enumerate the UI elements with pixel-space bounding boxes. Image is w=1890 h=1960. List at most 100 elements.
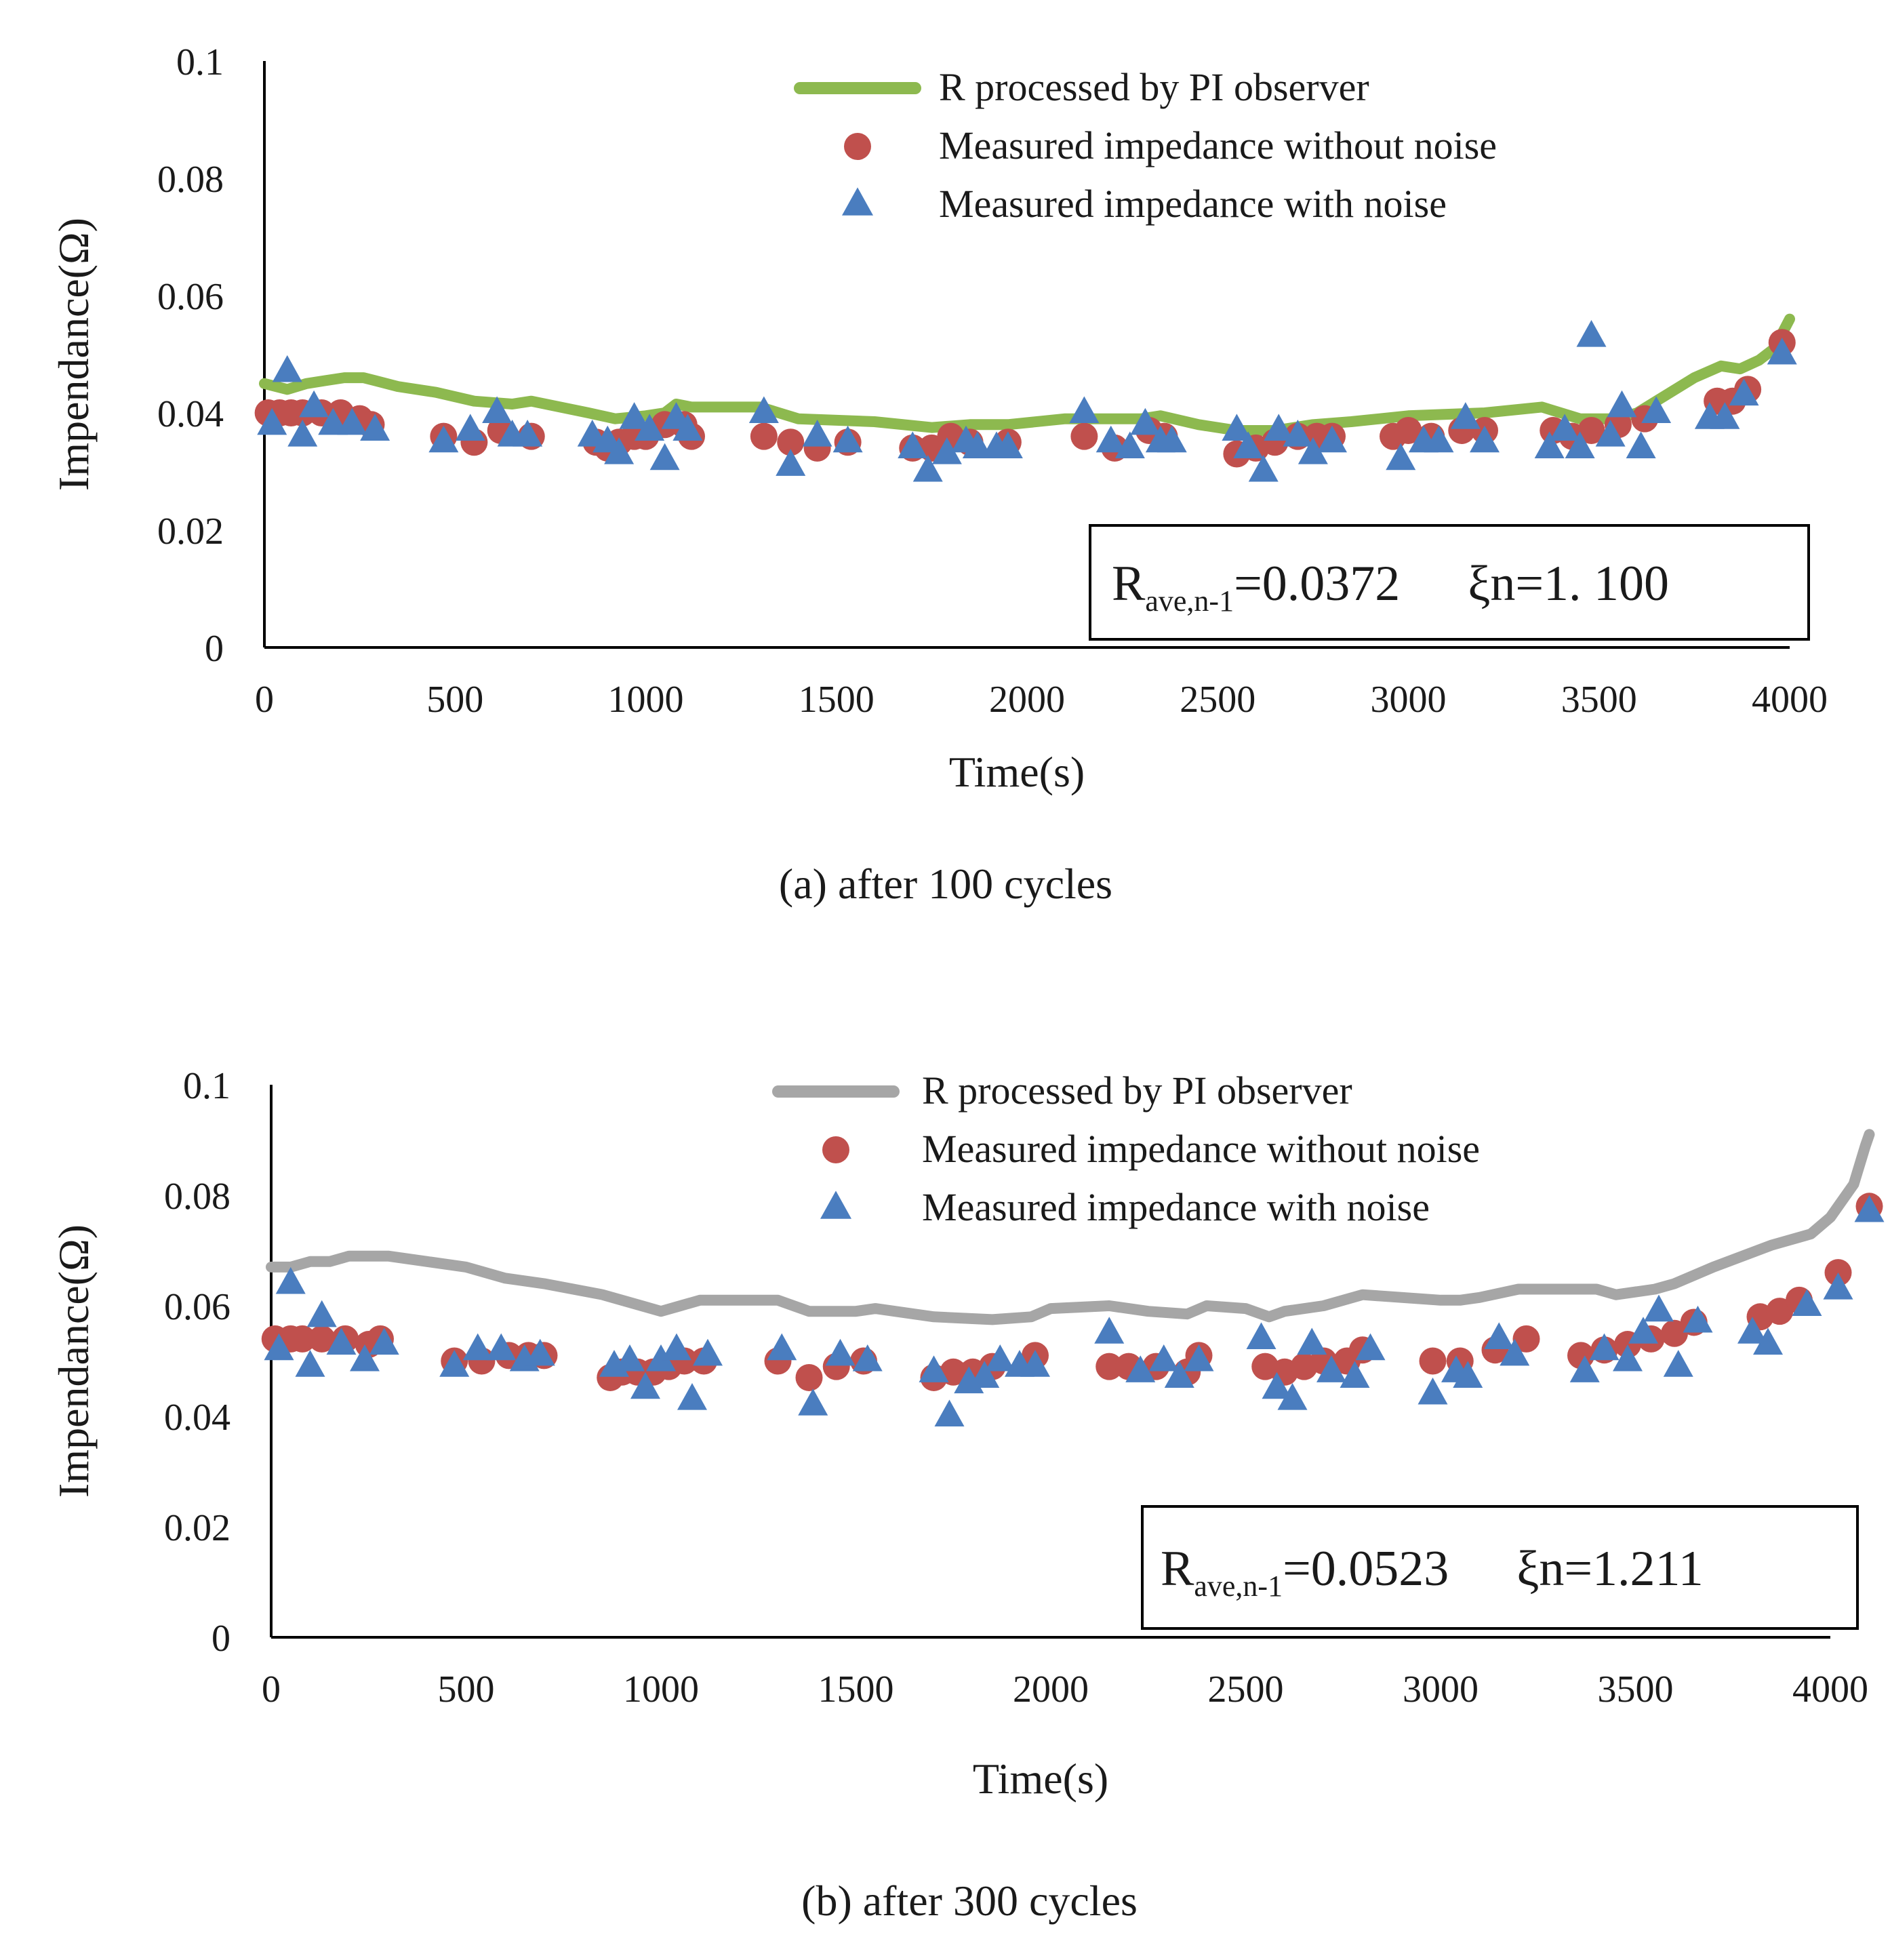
annotation-border xyxy=(1089,524,1810,641)
data-point-with-noise xyxy=(1613,1344,1643,1372)
data-point-with-noise xyxy=(934,1399,965,1427)
data-point-with-noise xyxy=(898,431,928,458)
x-tick-label: 3000 xyxy=(1403,1668,1479,1711)
data-point-with-noise xyxy=(1262,1372,1292,1399)
data-point-with-noise xyxy=(1264,414,1294,441)
data-point-with-noise xyxy=(1710,402,1740,429)
data-point-with-noise xyxy=(1470,425,1500,453)
y-tick-label: 0.1 xyxy=(183,1065,230,1107)
data-point-with-noise xyxy=(1316,1355,1346,1382)
legend-entry: R processed by PI observer xyxy=(922,1068,1352,1113)
x-tick-label: 2500 xyxy=(1180,679,1255,721)
data-point-with-noise xyxy=(1069,396,1100,424)
data-point-with-noise xyxy=(1729,378,1759,406)
data-point-with-noise xyxy=(1569,1355,1600,1382)
data-point-with-noise xyxy=(649,443,680,471)
data-point-with-noise xyxy=(1248,454,1279,482)
data-point-with-noise xyxy=(257,407,287,435)
series-line-pi-observer xyxy=(266,1129,1875,1325)
data-point-with-noise xyxy=(832,425,863,453)
y-tick-label: 0.02 xyxy=(157,511,224,553)
y-tick-label: 0.08 xyxy=(157,159,224,201)
data-point-with-noise xyxy=(455,414,485,441)
y-tick-label: 0 xyxy=(212,1618,230,1660)
y-axis-title: Impendance(Ω) xyxy=(49,1224,98,1498)
legend-entry: Measured impedance without noise xyxy=(939,123,1497,167)
x-tick-label: 3500 xyxy=(1598,1668,1674,1711)
data-point-with-noise xyxy=(748,396,779,424)
data-point-with-noise xyxy=(1355,1333,1386,1361)
x-tick-label: 3000 xyxy=(1371,679,1447,721)
data-point-with-noise xyxy=(1550,414,1580,441)
data-point-with-noise xyxy=(962,431,992,458)
y-axis-title: Impendance(Ω) xyxy=(49,218,98,491)
annotation-xi: ξ xyxy=(1468,556,1490,612)
data-point-with-noise xyxy=(992,431,1023,458)
annotation-text: Rave,n-1=0.0372 ξn=1. 100 xyxy=(1112,556,1669,618)
data-point-with-noise xyxy=(1095,425,1126,453)
data-point-with-noise xyxy=(646,1344,676,1372)
y-tick-label: 0.04 xyxy=(157,393,224,435)
data-point-with-noise xyxy=(1644,1294,1674,1322)
data-point-without-noise xyxy=(1070,422,1098,450)
data-point-with-noise xyxy=(1767,337,1797,365)
data-point-with-noise xyxy=(1626,431,1656,458)
data-point-with-noise xyxy=(275,1266,306,1294)
data-point-without-noise xyxy=(777,428,805,456)
data-point-without-noise xyxy=(1512,1325,1540,1353)
data-point-with-noise xyxy=(1641,396,1672,424)
y-tick-label: 0.02 xyxy=(164,1507,230,1549)
data-point-with-noise xyxy=(693,1338,723,1366)
data-point-with-noise xyxy=(1298,437,1328,464)
data-point-with-noise xyxy=(776,449,806,476)
data-point-with-noise xyxy=(1823,1272,1853,1300)
x-tick-label: 1500 xyxy=(818,1668,894,1711)
y-tick-label: 0 xyxy=(205,628,224,670)
legend-entry: Measured impedance with noise xyxy=(939,182,1447,226)
x-tick-label: 500 xyxy=(426,679,483,721)
data-point-with-noise xyxy=(1418,1377,1448,1405)
data-point-with-noise xyxy=(672,414,703,441)
chart-b: 0 500 1000 1500 2000 2500 3000 3500 4000 0 0.02 0.0… xyxy=(49,1065,1885,1925)
annotation-R: R xyxy=(1112,556,1146,612)
data-point-with-noise xyxy=(512,420,543,447)
data-point-with-noise xyxy=(1595,420,1626,447)
legend: R processed by PI observer Measured imped… xyxy=(772,1068,1480,1229)
annotation-box: Rave,n-1=0.0372 ξn=1. 100 xyxy=(1089,524,1810,641)
data-point-with-noise xyxy=(264,1333,294,1361)
data-point-with-noise xyxy=(525,1338,555,1366)
annotation-xi-sub: n xyxy=(1490,556,1515,612)
data-point-with-noise xyxy=(798,1388,828,1416)
data-point-without-noise xyxy=(1577,416,1605,444)
x-axis-title: Time(s) xyxy=(949,748,1085,796)
x-tick-label: 2000 xyxy=(989,679,1065,721)
data-point-with-noise xyxy=(1157,425,1187,453)
data-point-with-noise xyxy=(287,420,318,447)
data-point-with-noise xyxy=(802,420,832,447)
data-point-with-noise xyxy=(272,355,302,382)
y-tick-label: 0.06 xyxy=(164,1286,230,1328)
data-point-with-noise xyxy=(852,1344,883,1372)
legend-triangle-swatch xyxy=(842,187,873,216)
data-point-with-noise xyxy=(486,1333,517,1361)
x-tick-label: 3500 xyxy=(1561,679,1637,721)
annotation-r-value: =0.0372 xyxy=(1234,556,1400,612)
data-point-with-noise xyxy=(1130,407,1161,435)
data-point-with-noise xyxy=(318,407,348,435)
data-point-with-noise xyxy=(1424,425,1454,453)
figure-caption: (b) after 300 cycles xyxy=(801,1877,1138,1925)
x-tick-label: 0 xyxy=(255,679,274,721)
annotation-xi-value: =1.211 xyxy=(1564,1541,1704,1597)
data-point-with-noise xyxy=(369,1327,399,1355)
data-point-with-noise xyxy=(1450,402,1481,429)
data-point-with-noise xyxy=(1683,1305,1713,1333)
annotation-xi-sub: n xyxy=(1539,1541,1564,1597)
legend-entry: R processed by PI observer xyxy=(939,65,1369,109)
data-point-with-noise xyxy=(767,1333,797,1361)
annotation-text: Rave,n-1=0.0523 ξn=1.211 xyxy=(1161,1541,1704,1603)
data-point-without-noise xyxy=(289,1325,316,1353)
data-point-with-noise xyxy=(677,1382,707,1410)
legend: R processed by PI observer Measured imped… xyxy=(794,65,1497,226)
data-point-with-noise xyxy=(1114,431,1145,458)
